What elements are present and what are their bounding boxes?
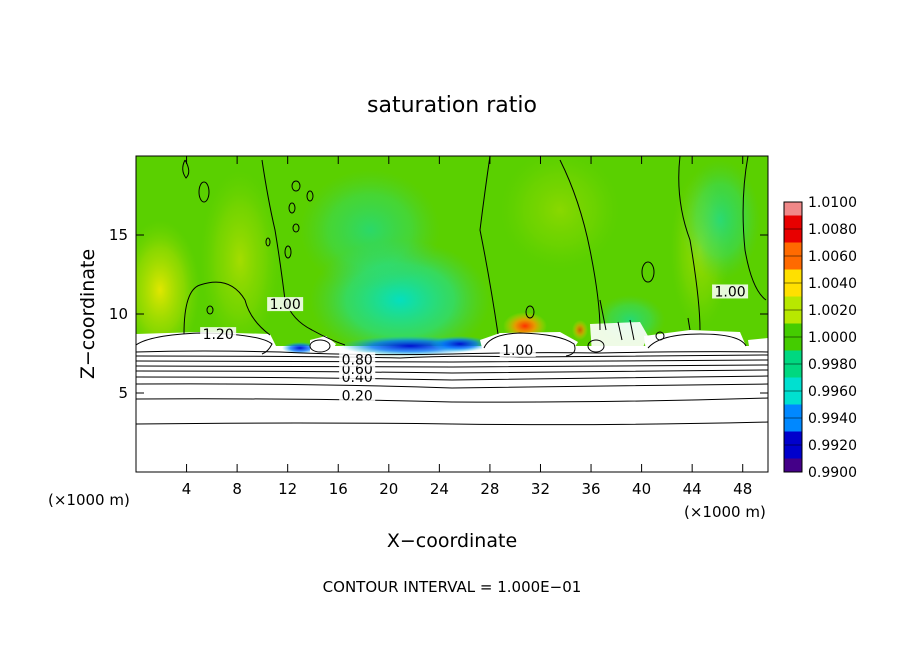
colorbar-label: 0.9980 [808, 357, 857, 373]
contour-interval-note: CONTOUR INTERVAL = 1.000E−01 [323, 578, 582, 596]
contour-label: 0.80 [342, 352, 373, 368]
contour-label: 0.20 [342, 389, 373, 405]
x-tick-label: 4 [182, 480, 192, 498]
y-axis-unit: (×1000 m) [48, 491, 130, 509]
x-axis-label: X−coordinate [387, 530, 517, 552]
contour-label-bg [499, 342, 536, 357]
contour-label-bg [200, 327, 237, 342]
contour-label-bg [339, 388, 376, 403]
colorbar-label: 1.0020 [808, 303, 857, 319]
contour-label-bg [339, 352, 376, 367]
contour-label: 1.00 [270, 297, 301, 313]
colorbar-label: 0.9960 [808, 384, 857, 400]
contour-lines [135, 155, 769, 426]
colorbar-label: 0.9920 [808, 438, 857, 454]
x-tick-label: 44 [683, 480, 702, 498]
x-tick-label: 8 [232, 480, 242, 498]
contour-label: 1.00 [714, 284, 745, 300]
x-tick-label: 20 [379, 480, 398, 498]
y-tick-label: 5 [118, 384, 128, 402]
x-tick-label: 36 [581, 480, 600, 498]
colorbar-swatch [784, 202, 802, 216]
x-tick-label: 24 [430, 480, 449, 498]
y-axis-ticks: 5 10 15 [109, 226, 768, 402]
contour-label: 1.20 [203, 327, 234, 343]
x-tick-label: 40 [632, 480, 651, 498]
saturation-field [136, 156, 768, 472]
contour-labels: 0.200.400.600.801.001.001.001.20 [200, 284, 749, 405]
x-tick-label: 28 [480, 480, 499, 498]
x-tick-label: 48 [733, 480, 752, 498]
x-axis-ticks: 4 8 12 16 20 24 28 32 36 40 44 48 [182, 156, 752, 498]
y-tick-label: 10 [109, 305, 128, 323]
colorbar-label: 1.0080 [808, 222, 857, 238]
colorbar-label: 1.0100 [808, 195, 857, 211]
x-tick-label: 32 [531, 480, 550, 498]
x-axis-unit: (×1000 m) [684, 503, 766, 521]
colorbar-label: 1.0060 [808, 249, 857, 265]
x-tick-label: 16 [329, 480, 348, 498]
colorbar: 1.0100 1.0080 1.0060 1.0040 1.0020 1.0000 0.99… [783, 195, 857, 481]
contour-label: 1.00 [502, 343, 533, 359]
x-tick-label: 12 [278, 480, 297, 498]
y-axis-label: Z−coordinate [77, 249, 99, 379]
colorbar-swatch [784, 458, 802, 472]
colorbar-label: 0.9940 [808, 411, 857, 427]
chart-title: saturation ratio [367, 93, 537, 118]
contour-label-bg [712, 284, 749, 299]
colorbar-label: 1.0000 [808, 330, 857, 346]
contour-label-bg [267, 297, 304, 312]
colorbar-label: 0.9900 [808, 465, 857, 481]
y-tick-label: 15 [109, 226, 128, 244]
colorbar-label: 1.0040 [808, 276, 857, 292]
